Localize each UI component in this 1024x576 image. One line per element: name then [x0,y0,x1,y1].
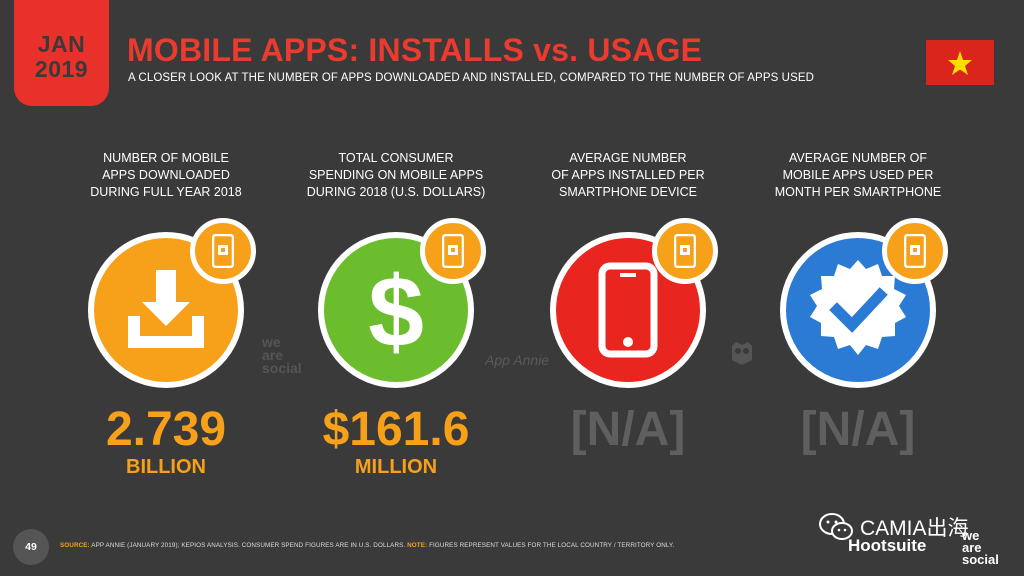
wechat-label: CAMIA出海 [860,517,969,540]
page-subtitle: A CLOSER LOOK AT THE NUMBER OF APPS DOWN… [128,72,815,84]
page-title: MOBILE APPS: INSTALLS vs. USAGE [127,32,703,68]
stat-unit: MILLION [354,456,438,478]
hootsuite-logo: Hootsuite [848,536,927,555]
stat-label: AVERAGE NUMBER OF APPS INSTALLED PER SMA… [551,151,705,199]
wechat-tag: CAMIA出海 [818,512,969,542]
date-year: 2019 [34,56,89,82]
date-month: JAN [37,31,86,57]
stat-apps-downloaded: NUMBER OF MOBILE APPS DOWNLOADED DURING … [66,150,266,490]
we-are-social-watermark: we are social [262,334,302,376]
source-note: SOURCE: APP ANNIE (JANUARY 2019); KEPIOS… [60,542,674,549]
date-badge: JAN 2019 [14,0,109,106]
app-annie-watermark: App Annie [485,352,550,368]
smartphone-app-icon [420,218,486,284]
vietnam-flag-icon [926,40,994,85]
source-label: SOURCE: [60,542,90,549]
smartphone-app-icon [190,218,256,284]
source-text: APP ANNIE (JANUARY 2019); KEPIOS ANALYSI… [91,542,406,549]
owl-logo-icon [730,340,754,366]
wechat-icon [819,513,853,540]
stat-label: NUMBER OF MOBILE APPS DOWNLOADED DURING … [90,151,242,199]
stat-label: AVERAGE NUMBER OF MOBILE APPS USED PER M… [774,151,942,199]
note-label: NOTE: [407,542,428,549]
note-text: FIGURES REPRESENT VALUES FOR THE LOCAL C… [429,542,675,549]
page-number: 49 [13,529,49,565]
stat-value: [N/A] [800,403,916,456]
stat-value: [N/A] [570,403,686,456]
stat-label: TOTAL CONSUMER SPENDING ON MOBILE APPS D… [306,151,486,199]
stat-unit: BILLION [126,456,206,478]
smartphone-app-icon [652,218,718,284]
stat-apps-installed: AVERAGE NUMBER OF APPS INSTALLED PER SMA… [528,150,728,490]
stat-consumer-spending: TOTAL CONSUMER SPENDING ON MOBILE APPS D… [296,150,496,490]
stat-value: 2.739 [105,403,227,456]
stat-value: $161.6 [322,403,470,456]
svg-text:$: $ [368,258,424,362]
we-are-social-logo: we are social [962,528,999,567]
stat-apps-used: AVERAGE NUMBER OF MOBILE APPS USED PER M… [758,150,958,490]
smartphone-app-icon [882,218,948,284]
